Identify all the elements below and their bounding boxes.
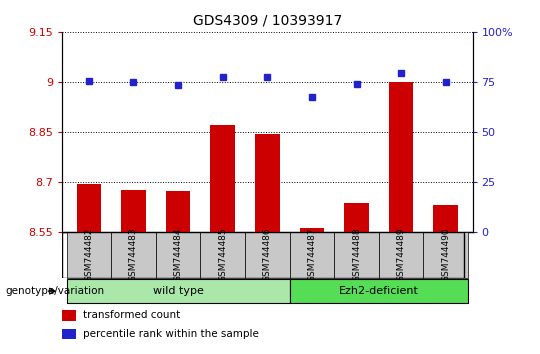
Bar (66, 279, 289, 303)
Bar (434, 205, 458, 232)
Bar (166, 191, 191, 232)
Text: GSM744489: GSM744489 (396, 228, 406, 282)
Bar (62, 310, 77, 321)
Text: GSM744490: GSM744490 (441, 228, 450, 282)
Text: GSM744482: GSM744482 (84, 228, 93, 282)
Bar (111, 232, 156, 278)
Text: genotype/variation: genotype/variation (5, 286, 105, 296)
Text: transformed count: transformed count (83, 310, 180, 320)
Text: GSM744484: GSM744484 (173, 228, 183, 282)
Text: percentile rank within the sample: percentile rank within the sample (83, 329, 259, 339)
Bar (156, 232, 200, 278)
Bar (423, 232, 468, 278)
Bar (345, 202, 369, 232)
Bar (334, 232, 379, 278)
Text: GSM744486: GSM744486 (263, 228, 272, 282)
Bar (121, 190, 146, 232)
Text: GSM744487: GSM744487 (307, 228, 316, 282)
Bar (389, 82, 414, 232)
Text: GSM744488: GSM744488 (352, 228, 361, 282)
Bar (211, 125, 235, 232)
Bar (66, 232, 111, 278)
Text: GSM744483: GSM744483 (129, 228, 138, 282)
Bar (289, 279, 468, 303)
Bar (200, 232, 245, 278)
Bar (289, 232, 334, 278)
Bar (62, 329, 77, 339)
Text: wild type: wild type (153, 286, 204, 296)
Bar (245, 232, 289, 278)
Bar (300, 228, 324, 232)
Title: GDS4309 / 10393917: GDS4309 / 10393917 (193, 14, 342, 28)
Text: GSM744485: GSM744485 (218, 228, 227, 282)
Bar (255, 134, 280, 232)
Text: Ezh2-deficient: Ezh2-deficient (339, 286, 418, 296)
Bar (379, 232, 423, 278)
Bar (77, 183, 101, 232)
